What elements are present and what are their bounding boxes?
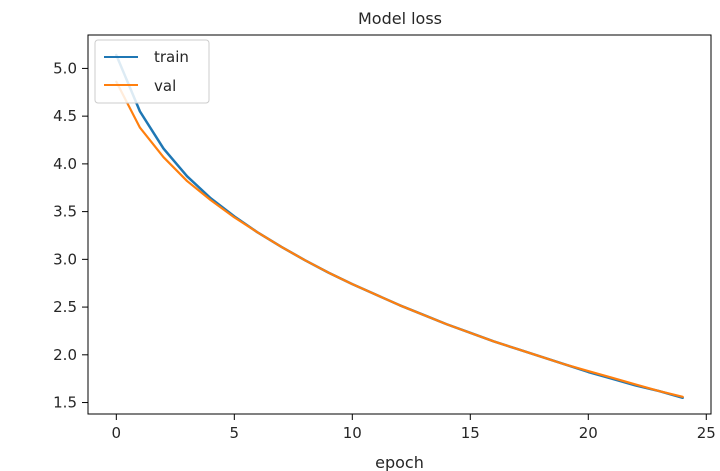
legend-label-train: train — [154, 48, 189, 66]
y-axis: 1.5 2.0 2.5 3.0 3.5 4.0 4.5 5.0 — [53, 59, 88, 412]
y-tick-label: 5.0 — [53, 59, 77, 77]
series-line-val — [115, 80, 684, 398]
y-tick-label: 4.0 — [53, 155, 77, 173]
x-tick-label: 15 — [461, 424, 480, 442]
plot-frame — [87, 34, 712, 415]
x-tick-label: 5 — [230, 424, 240, 442]
y-tick-label: 2.5 — [53, 298, 77, 316]
x-axis: 0 5 10 15 20 25 — [112, 414, 716, 442]
y-tick-label: 2.0 — [53, 346, 77, 364]
y-tick-label: 3.0 — [53, 250, 77, 268]
series-layer — [115, 53, 684, 400]
x-axis-title: epoch — [375, 453, 424, 471]
chart-title: Model loss — [358, 9, 442, 28]
x-tick-label: 20 — [579, 424, 598, 442]
legend-label-val: val — [154, 77, 176, 95]
y-tick-label: 1.5 — [53, 394, 77, 412]
x-tick-label: 0 — [112, 424, 122, 442]
series-line-train — [115, 53, 684, 400]
y-tick-label: 4.5 — [53, 107, 77, 125]
x-tick-label: 25 — [697, 424, 716, 442]
y-tick-label: 3.5 — [53, 203, 77, 221]
legend: train val — [94, 39, 210, 104]
legend-box — [94, 39, 210, 104]
plot-area — [87, 34, 712, 415]
x-tick-label: 10 — [343, 424, 362, 442]
